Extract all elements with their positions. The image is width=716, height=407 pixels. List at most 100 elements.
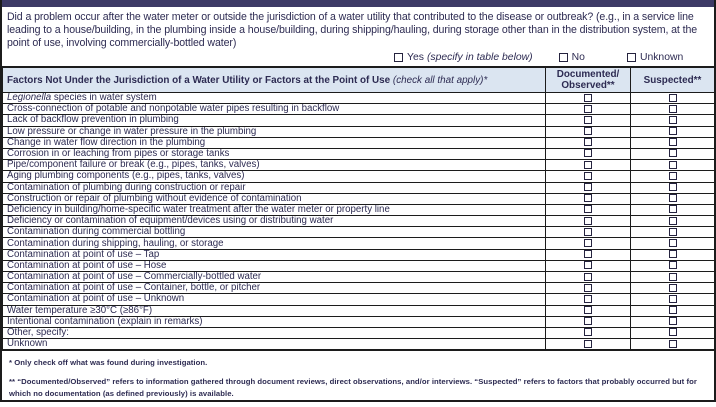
documented-cell (545, 147, 631, 161)
documented-checkbox[interactable] (584, 104, 592, 113)
documented-checkbox[interactable] (584, 160, 592, 169)
suspected-cell (630, 170, 715, 183)
suspected-checkbox[interactable] (668, 328, 677, 337)
suspected-checkbox[interactable] (668, 294, 677, 303)
factor-label: Water temperature ≥30°C (≥86°F) (2, 304, 546, 317)
factors-column-header: Factors Not Under the Jurisdiction of a … (2, 66, 546, 93)
suspected-checkbox[interactable] (668, 216, 677, 225)
table-row: Contamination during commercial bottling (2, 226, 715, 239)
table-row: Contamination of plumbing during constru… (2, 181, 715, 194)
suspected-cell (630, 159, 715, 172)
suspected-checkbox[interactable] (668, 250, 677, 259)
documented-checkbox[interactable] (584, 328, 592, 337)
suspected-checkbox[interactable] (668, 339, 677, 348)
documented-checkbox[interactable] (584, 294, 592, 303)
suspected-checkbox[interactable] (668, 104, 677, 113)
documented-checkbox[interactable] (584, 205, 592, 214)
documented-checkbox[interactable] (584, 238, 592, 247)
suspected-column-header: Suspected** (630, 66, 715, 93)
documented-checkbox[interactable] (584, 149, 592, 158)
suspected-checkbox[interactable] (668, 171, 677, 180)
suspected-cell (630, 114, 715, 127)
documented-checkbox[interactable] (584, 183, 592, 192)
suspected-cell (630, 147, 715, 161)
suspected-checkbox[interactable] (668, 283, 677, 292)
factor-label: Contamination of plumbing during constru… (2, 181, 546, 194)
suspected-checkbox[interactable] (668, 93, 677, 102)
documented-checkbox[interactable] (584, 306, 592, 315)
suspected-cell (630, 226, 715, 239)
documented-checkbox[interactable] (584, 216, 592, 225)
table-row: Cross-connection of potable and nonpotab… (2, 103, 715, 116)
documented-checkbox[interactable] (584, 171, 592, 180)
documented-checkbox[interactable] (584, 250, 592, 259)
documented-cell (545, 203, 631, 217)
table-row: Contamination at point of use – Containe… (2, 282, 715, 295)
documented-checkbox[interactable] (584, 317, 592, 326)
table-row: Intentional contamination (explain in re… (2, 315, 715, 328)
table-row: Contamination at point of use – Unknown (2, 293, 715, 306)
suspected-checkbox[interactable] (668, 238, 677, 247)
footnotes: * Only check off what was found during i… (2, 350, 714, 407)
footnote-2: ** “Documented/Observed” refers to infor… (9, 377, 697, 399)
suspected-cell (630, 203, 715, 217)
documented-cell (545, 326, 631, 340)
table-row: Deficiency or contamination of equipment… (2, 215, 715, 228)
suspected-checkbox[interactable] (668, 149, 677, 158)
documented-cell (545, 136, 631, 149)
suspected-cell (630, 282, 715, 295)
suspected-cell (630, 259, 715, 273)
option-unknown: Unknown (626, 52, 683, 63)
suspected-checkbox[interactable] (668, 194, 677, 203)
documented-checkbox[interactable] (584, 194, 592, 203)
factor-label: Contamination during shipping, hauling, … (2, 237, 546, 250)
suspected-checkbox[interactable] (668, 272, 677, 281)
suspected-checkbox[interactable] (668, 138, 677, 147)
no-label: No (571, 52, 585, 63)
no-checkbox[interactable] (558, 53, 568, 62)
factor-label: Corrosion in or leaching from pipes or s… (2, 147, 546, 161)
factor-label: Lack of backflow prevention in plumbing (2, 114, 546, 127)
table-header-row: Factors Not Under the Jurisdiction of a … (2, 66, 715, 93)
documented-checkbox[interactable] (584, 261, 592, 270)
documented-cell (545, 159, 631, 172)
suspected-checkbox[interactable] (668, 306, 677, 315)
suspected-cell (630, 237, 715, 250)
factors-table: Factors Not Under the Jurisdiction of a … (2, 66, 715, 351)
suspected-checkbox[interactable] (668, 227, 677, 236)
factor-label: Low pressure or change in water pressure… (2, 125, 546, 138)
suspected-checkbox[interactable] (668, 183, 677, 192)
factor-label: Contamination at point of use – Containe… (2, 282, 546, 295)
suspected-cell (630, 248, 715, 261)
suspected-checkbox[interactable] (668, 317, 677, 326)
factors-header-italic: (check all that apply)* (392, 74, 488, 86)
yes-checkbox[interactable] (394, 53, 403, 62)
factor-label: Cross-connection of potable and nonpotab… (2, 103, 546, 116)
suspected-checkbox[interactable] (668, 127, 677, 136)
factor-label: Deficiency or contamination of equipment… (2, 215, 546, 228)
documented-checkbox[interactable] (584, 115, 592, 124)
documented-cell (545, 103, 631, 116)
table-row: Contamination at point of use – Commerci… (2, 270, 715, 284)
documented-checkbox[interactable] (584, 127, 592, 136)
documented-checkbox[interactable] (584, 227, 592, 236)
documented-checkbox[interactable] (584, 339, 592, 348)
documented-checkbox[interactable] (584, 283, 592, 292)
suspected-checkbox[interactable] (668, 261, 677, 270)
table-row: Contamination at point of use – Tap (2, 248, 715, 261)
factor-label: Deficiency in building/home-specific wat… (2, 203, 546, 217)
suspected-checkbox[interactable] (668, 205, 677, 214)
factor-label: Change in water flow direction in the pl… (2, 136, 546, 149)
documented-checkbox[interactable] (584, 272, 592, 281)
documented-cell (545, 192, 631, 205)
unknown-checkbox[interactable] (626, 53, 636, 62)
documented-checkbox[interactable] (584, 93, 592, 102)
suspected-checkbox[interactable] (668, 160, 677, 169)
factor-label: Contamination during commercial bottling (2, 226, 546, 239)
suspected-checkbox[interactable] (668, 115, 677, 124)
factor-label: Construction or repair of plumbing witho… (2, 192, 546, 205)
documented-cell (545, 338, 631, 351)
documented-checkbox[interactable] (584, 138, 592, 147)
suspected-cell (630, 136, 715, 149)
